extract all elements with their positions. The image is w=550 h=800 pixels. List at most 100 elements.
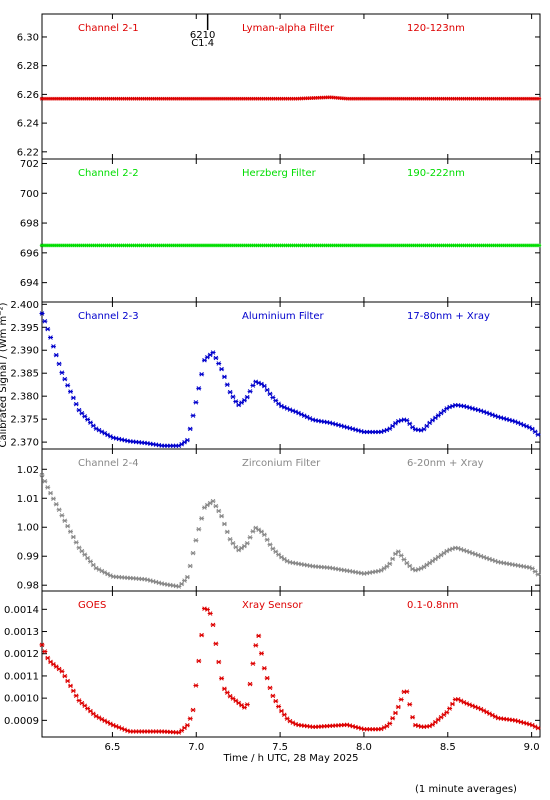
data-point bbox=[253, 525, 259, 531]
panel-5: 0.0009 0.0010 0.0011 0.0012 0.0013 0.0014 GOES… bbox=[4, 590, 541, 738]
panel-3: 2.370 2.375 2.380 2.385 2.390 2.395 2.400 Chann… bbox=[10, 300, 541, 450]
data-point bbox=[68, 529, 74, 534]
data-point bbox=[190, 707, 196, 713]
data-point bbox=[42, 649, 48, 654]
data-point bbox=[199, 632, 205, 638]
data-point bbox=[42, 319, 48, 324]
data-point bbox=[196, 658, 202, 664]
data-point bbox=[421, 564, 427, 570]
data-point bbox=[536, 96, 542, 101]
data-point bbox=[199, 516, 205, 521]
data-point bbox=[204, 502, 210, 508]
x-tick-label: 7.0 bbox=[188, 742, 204, 753]
data-point bbox=[244, 540, 250, 546]
data-point bbox=[250, 661, 256, 666]
panel-frame bbox=[41, 13, 541, 160]
panel-filter: Zirconium Filter bbox=[242, 458, 321, 469]
panels: 6.22 6.24 6.26 6.28 6.30 Channel 2-1 Lyman-alp… bbox=[4, 13, 542, 753]
panel-channel: GOES bbox=[78, 600, 106, 611]
data-point bbox=[70, 688, 76, 694]
y-tick-label: 696 bbox=[20, 248, 39, 259]
data-point bbox=[395, 704, 401, 710]
data-point bbox=[427, 560, 433, 566]
data-point bbox=[267, 542, 273, 547]
panel-frame bbox=[41, 590, 541, 738]
data-point bbox=[407, 702, 413, 707]
data-point bbox=[227, 389, 233, 395]
y-tick-label: 0.0009 bbox=[4, 716, 39, 727]
y-tick-label: 2.400 bbox=[10, 300, 39, 311]
panel-1: 6.22 6.24 6.26 6.28 6.30 Channel 2-1 Lyman-alp… bbox=[17, 13, 542, 160]
data-point bbox=[190, 550, 196, 556]
data-point bbox=[264, 675, 270, 681]
panel-channel: Channel 2-2 bbox=[78, 168, 139, 179]
data-point bbox=[210, 498, 216, 504]
data-point bbox=[535, 432, 541, 437]
data-point bbox=[199, 372, 205, 377]
y-tick-label: 0.0013 bbox=[4, 627, 39, 638]
data-point bbox=[387, 561, 393, 567]
data-point bbox=[73, 401, 79, 407]
data-point bbox=[253, 643, 259, 648]
series bbox=[39, 95, 542, 101]
data-point bbox=[536, 243, 542, 248]
y-tick-label: 2.385 bbox=[10, 369, 39, 380]
data-point bbox=[56, 361, 62, 367]
data-point bbox=[70, 395, 76, 401]
data-point bbox=[381, 566, 387, 571]
footnote: (1 minute averages) bbox=[415, 784, 517, 795]
data-point bbox=[264, 537, 270, 542]
y-tick-label: 2.370 bbox=[10, 438, 39, 449]
data-point bbox=[221, 521, 227, 527]
panel-frame bbox=[41, 301, 541, 450]
panel-2: 694 696 698 700 702 Channel 2-2 Herzberg Filte… bbox=[20, 158, 542, 303]
y-tick-label: 6.26 bbox=[17, 90, 39, 101]
data-point bbox=[278, 554, 284, 560]
data-point bbox=[210, 350, 216, 355]
data-point bbox=[184, 437, 190, 443]
data-point bbox=[59, 513, 65, 518]
panel-band: 17-80nm + Xray bbox=[407, 311, 490, 322]
data-point bbox=[70, 534, 76, 540]
data-point bbox=[264, 387, 270, 393]
data-point bbox=[221, 686, 227, 692]
data-point bbox=[79, 548, 85, 554]
panel-filter: Herzberg Filter bbox=[242, 168, 317, 179]
data-point bbox=[45, 655, 51, 661]
data-point bbox=[184, 722, 190, 728]
y-tick-label: 694 bbox=[20, 278, 39, 289]
data-point bbox=[219, 366, 225, 372]
data-point bbox=[250, 383, 256, 388]
data-point bbox=[219, 676, 225, 681]
data-point bbox=[39, 311, 45, 316]
data-point bbox=[216, 659, 222, 665]
data-point bbox=[227, 537, 233, 542]
x-tick-label: 8.5 bbox=[440, 742, 456, 753]
data-point bbox=[42, 478, 48, 484]
data-point bbox=[68, 389, 74, 394]
y-tick-label: 698 bbox=[20, 219, 39, 230]
data-point bbox=[53, 352, 59, 358]
panel-frame bbox=[41, 158, 541, 303]
data-point bbox=[56, 507, 62, 513]
series bbox=[39, 606, 541, 735]
data-point bbox=[207, 611, 213, 616]
y-tick-label: 0.0014 bbox=[4, 605, 39, 616]
data-point bbox=[432, 556, 438, 562]
panel-band: 190-222nm bbox=[407, 168, 465, 179]
y-tick-label: 0.99 bbox=[17, 552, 39, 563]
data-point bbox=[387, 721, 393, 726]
data-point bbox=[270, 693, 276, 699]
data-point bbox=[65, 523, 71, 529]
data-point bbox=[213, 641, 219, 646]
data-point bbox=[65, 678, 71, 684]
data-point bbox=[182, 578, 188, 583]
data-point bbox=[449, 701, 455, 707]
data-point bbox=[193, 538, 199, 543]
data-point bbox=[230, 540, 236, 546]
data-point bbox=[407, 421, 413, 427]
data-point bbox=[62, 376, 68, 382]
data-point bbox=[404, 418, 410, 423]
y-tick-label: 702 bbox=[20, 159, 39, 170]
data-point bbox=[210, 622, 216, 628]
